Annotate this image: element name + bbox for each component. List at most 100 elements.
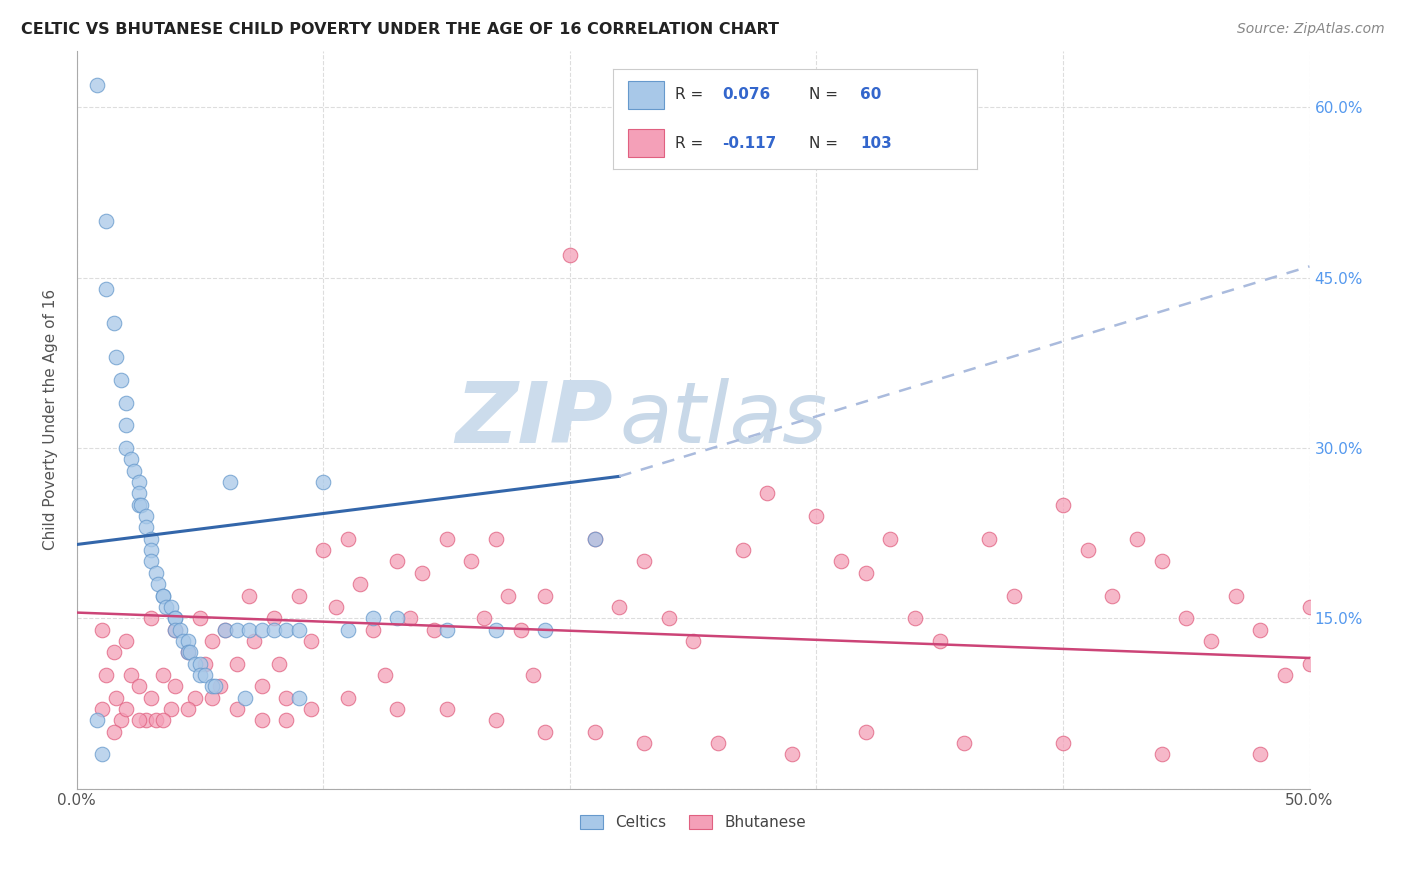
Point bbox=[145, 714, 167, 728]
Point bbox=[214, 623, 236, 637]
Point bbox=[128, 679, 150, 693]
Point bbox=[194, 657, 217, 671]
Point bbox=[387, 702, 409, 716]
Point bbox=[928, 634, 950, 648]
Point bbox=[177, 645, 200, 659]
Point bbox=[780, 747, 803, 762]
Point bbox=[276, 623, 298, 637]
Point bbox=[172, 634, 194, 648]
Point bbox=[218, 475, 240, 489]
Point bbox=[177, 645, 200, 659]
Point bbox=[139, 690, 162, 705]
Point bbox=[165, 679, 187, 693]
Text: atlas: atlas bbox=[619, 378, 827, 461]
Point bbox=[90, 747, 112, 762]
Legend: Celtics, Bhutanese: Celtics, Bhutanese bbox=[574, 808, 813, 836]
Point bbox=[1101, 589, 1123, 603]
Point bbox=[682, 634, 704, 648]
Point bbox=[226, 702, 249, 716]
Point bbox=[707, 736, 730, 750]
Text: ZIP: ZIP bbox=[456, 378, 613, 461]
Point bbox=[325, 599, 347, 614]
Point bbox=[233, 690, 256, 705]
Point bbox=[977, 532, 1000, 546]
Point bbox=[90, 623, 112, 637]
Point bbox=[855, 724, 877, 739]
Point bbox=[267, 657, 290, 671]
Point bbox=[1077, 543, 1099, 558]
Point bbox=[830, 554, 852, 568]
Point bbox=[238, 589, 260, 603]
Point bbox=[214, 623, 236, 637]
Point bbox=[436, 623, 458, 637]
Point bbox=[120, 452, 142, 467]
Point bbox=[145, 566, 167, 580]
Point bbox=[90, 702, 112, 716]
Point bbox=[337, 532, 360, 546]
Point bbox=[263, 623, 285, 637]
Point bbox=[110, 714, 132, 728]
Point bbox=[583, 532, 606, 546]
Point bbox=[165, 623, 187, 637]
Point bbox=[165, 611, 187, 625]
Point bbox=[128, 475, 150, 489]
Point bbox=[103, 724, 125, 739]
Point bbox=[558, 248, 581, 262]
Point bbox=[115, 634, 138, 648]
Point bbox=[115, 702, 138, 716]
Point bbox=[159, 702, 181, 716]
Point bbox=[1052, 498, 1074, 512]
Point bbox=[287, 623, 309, 637]
Point bbox=[472, 611, 495, 625]
Point bbox=[177, 634, 200, 648]
Point bbox=[135, 714, 157, 728]
Point bbox=[299, 702, 322, 716]
Point bbox=[188, 668, 211, 682]
Point bbox=[226, 623, 249, 637]
Point bbox=[115, 395, 138, 409]
Point bbox=[756, 486, 779, 500]
Text: Source: ZipAtlas.com: Source: ZipAtlas.com bbox=[1237, 22, 1385, 37]
Point bbox=[498, 589, 520, 603]
Text: CELTIC VS BHUTANESE CHILD POVERTY UNDER THE AGE OF 16 CORRELATION CHART: CELTIC VS BHUTANESE CHILD POVERTY UNDER … bbox=[21, 22, 779, 37]
Point bbox=[1199, 634, 1222, 648]
Point bbox=[105, 350, 128, 364]
Point bbox=[110, 373, 132, 387]
Point bbox=[299, 634, 322, 648]
Point bbox=[250, 623, 273, 637]
Point bbox=[184, 690, 207, 705]
Point bbox=[387, 554, 409, 568]
Point bbox=[152, 589, 174, 603]
Point bbox=[179, 645, 201, 659]
Point bbox=[387, 611, 409, 625]
Point bbox=[287, 589, 309, 603]
Point bbox=[276, 690, 298, 705]
Point bbox=[1225, 589, 1247, 603]
Point bbox=[122, 464, 145, 478]
Point bbox=[361, 623, 384, 637]
Point bbox=[485, 623, 508, 637]
Point bbox=[120, 668, 142, 682]
Point bbox=[904, 611, 927, 625]
Point bbox=[337, 623, 360, 637]
Point bbox=[194, 668, 217, 682]
Point bbox=[152, 714, 174, 728]
Point bbox=[135, 509, 157, 524]
Point bbox=[139, 554, 162, 568]
Point bbox=[583, 724, 606, 739]
Point bbox=[1150, 554, 1173, 568]
Point bbox=[522, 668, 544, 682]
Point bbox=[129, 498, 152, 512]
Point bbox=[1249, 623, 1271, 637]
Point bbox=[1126, 532, 1149, 546]
Point bbox=[312, 475, 335, 489]
Point bbox=[263, 611, 285, 625]
Point bbox=[250, 679, 273, 693]
Point bbox=[287, 690, 309, 705]
Point bbox=[1150, 747, 1173, 762]
Point bbox=[128, 498, 150, 512]
Point bbox=[460, 554, 482, 568]
Point bbox=[115, 418, 138, 433]
Point bbox=[1298, 599, 1320, 614]
Point bbox=[105, 690, 128, 705]
